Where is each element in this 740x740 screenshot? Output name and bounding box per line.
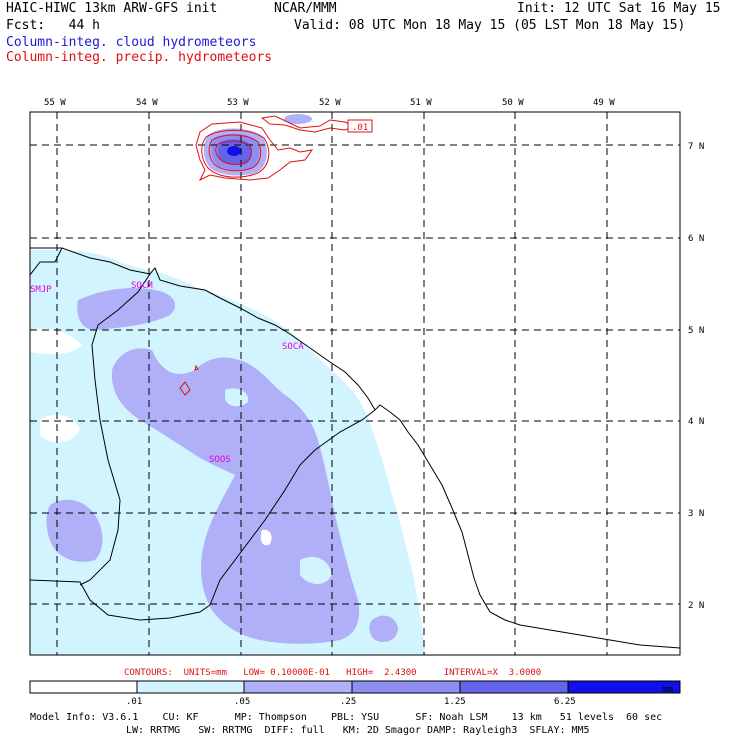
valid-time: Valid: 08 UTC Mon 18 May 15 (05 LST Mon … [294,18,686,33]
lon-label: 52 W [319,98,341,108]
lon-label: 54 W [136,98,158,108]
station-label: SOOS [209,455,231,465]
init-time: Init: 12 UTC Sat 16 May 15 [517,1,721,16]
map-frame [29,111,681,656]
lon-labels: 55 W 54 W 53 W 52 W 51 W 50 W 49 W [44,98,615,108]
station-label: SOCA [282,342,304,352]
colorbar: .01 .05 .25 1.25 6.25 mm [29,680,681,707]
colorbar-bin [243,680,353,694]
latlon-grid [30,112,680,655]
lon-label: 49 W [593,98,615,108]
colorbar-unit: mm [662,685,673,695]
lat-label: 4 N [688,417,704,427]
field-cloud-label: Column-integ. cloud hydrometeors [6,35,257,50]
colorbar-bin [567,680,681,694]
lon-label: 55 W [44,98,66,108]
station-label: SOCM [131,281,153,291]
lat-label: 5 N [688,326,704,336]
model-info-line2: LW: RRTMG SW: RRTMG DIFF: full KM: 2D Sm… [126,725,590,736]
lat-label: 3 N [688,509,704,519]
lon-label: 53 W [227,98,249,108]
field-precip-label: Column-integ. precip. hydrometeors [6,50,273,65]
cloud-shade-medium [111,348,360,644]
lon-label: 50 W [502,98,524,108]
product-title: HAIC-HIWC 13km ARW-GFS init [6,1,218,16]
cloud-core-max [227,146,241,156]
lat-label: 2 N [688,601,704,611]
forecast-hour: Fcst: 44 h [6,18,100,33]
colorbar-bin [29,680,138,694]
lon-label: 51 W [410,98,432,108]
colorbar-tick: .01 [126,697,142,707]
station-labels: SMJP SOCM SOCA SOOS [30,281,304,465]
colorbar-bin [136,680,245,694]
lat-label: 6 N [688,234,704,244]
colorbar-tick: .05 [234,697,250,707]
model-info-line1: Model Info: V3.6.1 CU: KF MP: Thompson P… [30,712,663,723]
station-label: SMJP [30,285,52,295]
lat-labels: 7 N 6 N 5 N 4 N 3 N 2 N [688,142,704,611]
colorbar-tick: 6.25 [554,697,576,707]
colorbar-bin [459,680,569,694]
contour-label: .01 [352,123,368,133]
lat-label: 7 N [688,142,704,152]
contour-label-box [347,119,373,133]
colorbar-tick: 1.25 [444,697,466,707]
colorbar-bin [351,680,461,694]
coastlines-borders [30,247,680,649]
colorbar-tick: .25 [340,697,356,707]
contours-info: CONTOURS: UNITS=mm LOW= 0.10000E-01 HIGH… [124,668,542,678]
org-label: NCAR/MMM [274,1,337,16]
